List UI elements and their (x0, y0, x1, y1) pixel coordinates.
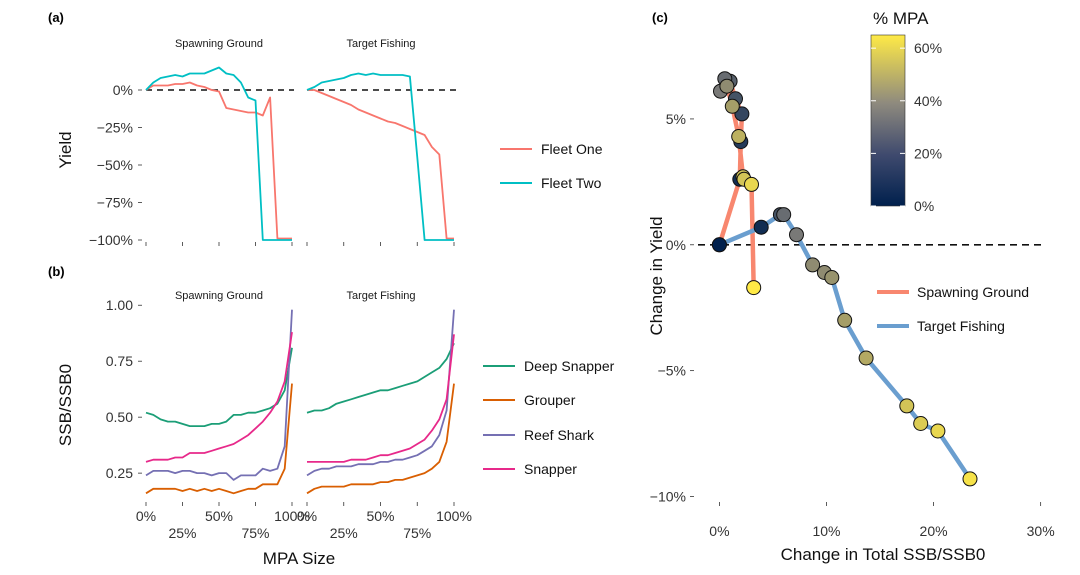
x-tick-label-b-facet-1: 100% (436, 508, 472, 524)
y-ticks-a: 0% −25% −50% −75% −100% (89, 82, 142, 248)
data-point-spawning-ground (746, 280, 762, 296)
x-tick-label-b-facet-0: 0% (136, 508, 156, 524)
data-point-spawning-ground (731, 129, 747, 144)
colorbar-tick-label: 0% (914, 198, 934, 214)
y-tick-label-c: 5% (666, 111, 686, 127)
data-point-spawning-ground (744, 176, 759, 192)
legend-c: Spawning Ground Target Fishing (877, 284, 1029, 334)
y-tick-label-b: 0.25 (106, 465, 133, 481)
facet-strip-a-spawning: Spawning Ground (175, 38, 263, 50)
x-tick-label-c: 0% (709, 523, 729, 539)
legend-label-fleet-one: Fleet One (541, 141, 603, 157)
x-tick-label-b-facet-1: 75% (403, 525, 431, 541)
y-tick-label-a: 0% (113, 82, 133, 98)
data-point-target-fishing (776, 207, 792, 223)
series-line-fleet-two-facet-1 (306, 72, 454, 241)
x-tick-label-b-facet-0: 75% (241, 525, 269, 541)
series-line-snapper-facet-0 (145, 331, 293, 463)
panel-b-ssb: Spawning Ground Target Fishing SSB/SSB0 … (56, 290, 615, 568)
y-axis-label-b: SSB/SSB0 (56, 364, 75, 446)
plot-area-c (698, 71, 1044, 487)
series-line-reef-shark-facet-1 (306, 309, 455, 477)
data-point-target-fishing (805, 257, 821, 273)
facet-strip-b-spawning: Spawning Ground (175, 290, 263, 302)
x-tick-label-c: 30% (1027, 523, 1055, 539)
data-point-target-fishing (824, 270, 840, 285)
colorbar: % MPA 0% 20% 40% 60% (870, 9, 942, 214)
colorbar-tick-label: 40% (914, 93, 942, 109)
y-tick-label-b: 1.00 (106, 297, 133, 313)
x-tick-label-c: 10% (812, 523, 840, 539)
series-line-grouper-facet-0 (145, 383, 293, 495)
panel-label-c: (c) (652, 10, 668, 25)
y-tick-label-a: −100% (89, 232, 133, 248)
y-ticks-b: 1.00 0.75 0.50 0.25 (106, 297, 142, 481)
x-tick-label-b-facet-0: 25% (168, 525, 196, 541)
series-line-fleet-one-facet-1 (307, 89, 454, 240)
data-point-target-fishing (899, 398, 915, 414)
y-tick-label-a: −75% (97, 195, 133, 211)
data-point-target-fishing (753, 219, 769, 235)
panel-c-tradeoff: Change in Yield Change in Total SSB/SSB0… (647, 9, 1055, 564)
y-tick-label-c: −5% (658, 363, 686, 379)
legend-label-grouper: Grouper (524, 392, 576, 408)
y-tick-label-c: −10% (650, 488, 686, 504)
data-point-target-fishing (962, 471, 978, 487)
x-tick-label-c: 20% (920, 523, 948, 539)
y-tick-label-a: −25% (97, 120, 133, 136)
legend-label-spawning-ground: Spawning Ground (917, 284, 1029, 300)
data-point-target-fishing (858, 350, 874, 366)
y-axis-label-a: Yield (56, 131, 75, 168)
data-point-target-fishing (837, 312, 853, 328)
colorbar-title: % MPA (873, 9, 929, 28)
y-tick-label-b: 0.50 (106, 409, 133, 425)
y-tick-label-b: 0.75 (106, 353, 133, 369)
x-axis-label-b: MPA Size (263, 549, 335, 568)
data-point-target-fishing (789, 227, 804, 243)
legend-a: Fleet One Fleet Two (500, 141, 603, 191)
y-ticks-c: 5% 0% −5% −10% (650, 111, 694, 504)
x-tick-label-b-facet-0: 100% (274, 508, 310, 524)
legend-label-snapper: Snapper (524, 461, 577, 477)
legend-b: Deep Snapper Grouper Reef Shark Snapper (483, 358, 615, 477)
facet-strip-a-target: Target Fishing (346, 38, 415, 50)
data-point-target-fishing (913, 416, 929, 431)
colorbar-gradient (870, 34, 906, 207)
panel-label-b: (b) (48, 264, 65, 279)
legend-label-deep-snapper: Deep Snapper (524, 358, 615, 374)
series-line-deep-snapper-facet-1 (306, 342, 455, 414)
data-point-spawning-ground (719, 78, 735, 94)
colorbar-ticks: 0% 20% 40% 60% (871, 40, 942, 214)
series-line-deep-snapper-facet-0 (145, 347, 293, 428)
x-ticks-c: 0% 10% 20% 30% (709, 502, 1055, 539)
series-line-grouper-facet-1 (306, 383, 455, 495)
x-tick-label-b-facet-1: 0% (297, 508, 317, 524)
legend-label-fleet-two: Fleet Two (541, 175, 602, 191)
y-axis-label-c: Change in Yield (647, 216, 666, 335)
plot-area-b (145, 309, 455, 495)
x-tick-label-b-facet-1: 25% (330, 525, 358, 541)
panel-a-yield: Spawning Ground Target Fishing Yield 0% −… (56, 38, 603, 248)
legend-label-reef-shark: Reef Shark (524, 427, 595, 443)
y-tick-label-c: 0% (666, 237, 686, 253)
plot-area-a (145, 66, 456, 246)
x-axis-label-c: Change in Total SSB/SSB0 (781, 545, 986, 564)
y-tick-label-a: −50% (97, 157, 133, 173)
colorbar-tick-label: 60% (914, 40, 942, 56)
panel-label-a: (a) (48, 10, 64, 25)
x-tick-label-b-facet-1: 50% (366, 508, 394, 524)
data-point-spawning-ground (724, 98, 740, 114)
data-point-target-fishing (930, 423, 946, 439)
x-tick-label-b-facet-0: 50% (205, 508, 233, 524)
series-line-fleet-two-facet-0 (145, 66, 292, 241)
series-line-snapper-facet-1 (307, 334, 455, 463)
legend-label-target-fishing: Target Fishing (917, 318, 1005, 334)
series-line-fleet-one-facet-0 (145, 81, 292, 240)
colorbar-tick-label: 20% (914, 145, 942, 161)
facet-strip-b-target: Target Fishing (346, 290, 415, 302)
x-ticks-b: 0%25%50%75%100%0%25%50%75%100% (136, 502, 472, 541)
series-line-reef-shark-facet-0 (145, 309, 293, 481)
data-point-target-fishing (711, 237, 727, 253)
